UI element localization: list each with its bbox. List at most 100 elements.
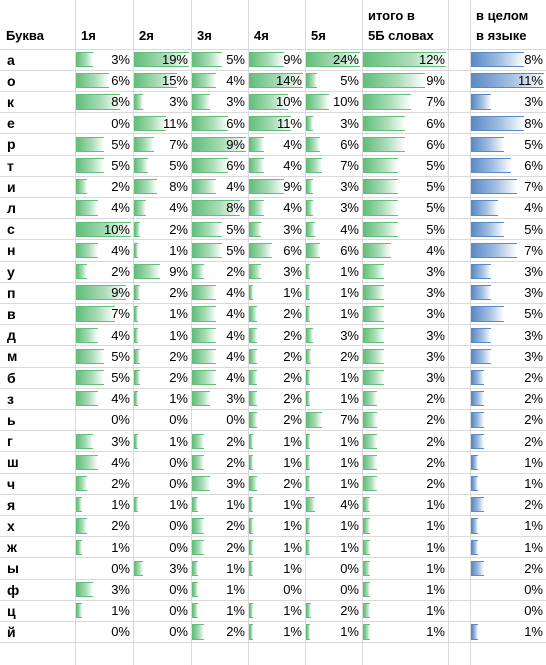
data-bar: [306, 158, 322, 174]
data-bar: [192, 285, 216, 301]
percent-value: 4%: [111, 242, 130, 258]
data-bar: [471, 200, 498, 216]
value-cell: 0%: [191, 409, 248, 430]
data-bar: [76, 391, 98, 407]
header-position-5: 5я: [311, 28, 326, 43]
value-cell: 4%: [191, 303, 248, 324]
data-bar: [306, 115, 313, 131]
percent-value: 4%: [283, 136, 302, 152]
value-cell: 2%: [248, 346, 305, 367]
percent-value: 1%: [340, 539, 359, 555]
value-cell: 1%: [470, 621, 546, 642]
value-cell: 4%: [191, 346, 248, 367]
value-cell: 8%: [133, 176, 191, 197]
value-cell: 1%: [470, 515, 546, 536]
percent-value: 1%: [524, 518, 543, 534]
value-cell: 5%: [362, 219, 448, 240]
value-cell: 1%: [470, 537, 546, 558]
data-bar: [249, 391, 257, 407]
letter-cell: я: [7, 496, 16, 513]
data-bar: [363, 242, 391, 258]
percent-value: 3%: [524, 327, 543, 343]
percent-value: 5%: [111, 370, 130, 386]
data-bar: [249, 94, 288, 110]
percent-value: 0%: [169, 518, 188, 534]
letter-cell: м: [7, 348, 18, 365]
data-bar: [363, 476, 377, 492]
value-cell: 0%: [133, 600, 191, 621]
value-cell: 7%: [305, 409, 362, 430]
value-cell: 2%: [133, 346, 191, 367]
percent-value: 3%: [524, 285, 543, 301]
value-cell: 4%: [305, 494, 362, 515]
value-cell: 9%: [133, 261, 191, 282]
grid-line: [0, 196, 546, 198]
value-cell: 1%: [305, 515, 362, 536]
percent-value: 2%: [426, 476, 445, 492]
percent-value: 2%: [283, 348, 302, 364]
percent-value: 2%: [426, 391, 445, 407]
percent-value: 2%: [169, 370, 188, 386]
value-cell: 4%: [191, 176, 248, 197]
percent-value: 4%: [283, 158, 302, 174]
percent-value: 4%: [340, 497, 359, 513]
data-bar: [471, 179, 518, 195]
letter-cell: о: [7, 72, 16, 89]
percent-value: 5%: [426, 179, 445, 195]
percent-value: 4%: [111, 200, 130, 216]
percent-value: 2%: [283, 306, 302, 322]
value-cell: 4%: [362, 240, 448, 261]
data-bar: [363, 603, 370, 619]
percent-value: 2%: [283, 391, 302, 407]
percent-value: 5%: [169, 158, 188, 174]
percent-value: 4%: [340, 221, 359, 237]
data-bar: [363, 158, 398, 174]
value-cell: 2%: [362, 388, 448, 409]
data-bar: [471, 221, 505, 237]
value-cell: 3%: [305, 176, 362, 197]
grid-line: [75, 0, 76, 665]
header-position-4: 4я: [254, 28, 269, 43]
percent-value: 1%: [340, 454, 359, 470]
data-bar: [134, 136, 155, 152]
percent-value: 0%: [169, 454, 188, 470]
data-bar: [249, 476, 257, 492]
percent-value: 1%: [169, 497, 188, 513]
value-cell: 1%: [362, 494, 448, 515]
percent-value: 2%: [426, 433, 445, 449]
data-bar: [249, 624, 253, 640]
percent-value: 1%: [226, 497, 245, 513]
data-bar: [471, 454, 478, 470]
data-bar: [134, 158, 149, 174]
value-cell: 3%: [470, 91, 546, 112]
value-cell: 6%: [305, 134, 362, 155]
letter-cell: р: [7, 136, 16, 153]
percent-value: 0%: [169, 412, 188, 428]
grid-line: [0, 642, 546, 644]
percent-value: 3%: [524, 264, 543, 280]
percent-value: 3%: [111, 52, 130, 68]
data-bar: [363, 94, 412, 110]
data-bar: [363, 115, 405, 131]
grid-line: [248, 0, 249, 665]
data-bar: [306, 412, 322, 428]
data-bar: [471, 497, 485, 513]
letter-cell: з: [7, 390, 14, 407]
data-bar: [134, 433, 138, 449]
percent-value: 8%: [111, 94, 130, 110]
value-cell: 1%: [470, 473, 546, 494]
data-bar: [134, 285, 140, 301]
percent-value: 1%: [226, 560, 245, 576]
data-bar: [249, 370, 257, 386]
percent-value: 5%: [524, 136, 543, 152]
percent-value: 4%: [226, 73, 245, 89]
data-bar: [306, 242, 320, 258]
data-bar: [471, 52, 525, 68]
percent-value: 14%: [275, 73, 302, 89]
data-bar: [363, 327, 384, 343]
percent-value: 1%: [283, 539, 302, 555]
letter-cell: д: [7, 327, 16, 344]
percent-value: 5%: [226, 52, 245, 68]
percent-value: 3%: [340, 115, 359, 131]
letter-cell: т: [7, 157, 14, 174]
